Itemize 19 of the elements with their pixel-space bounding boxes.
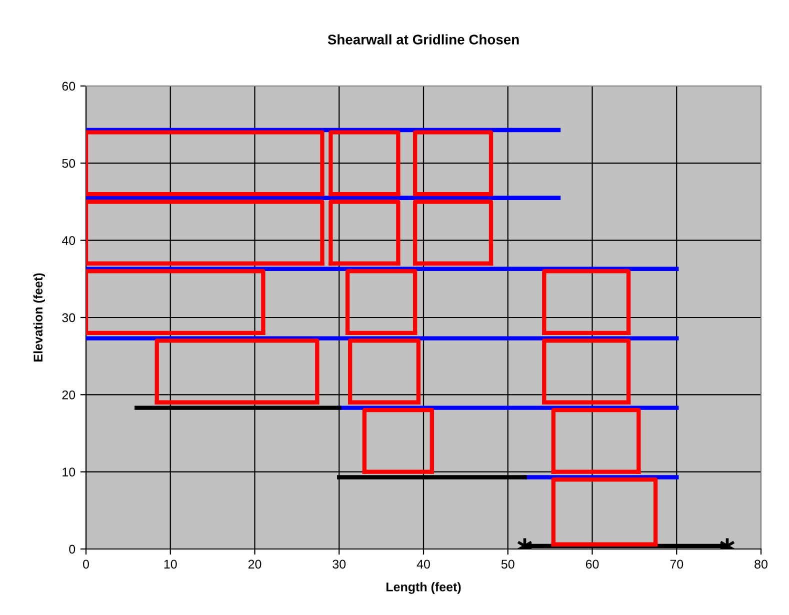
x-tick-label: 0	[83, 560, 89, 569]
x-tick-label: 10	[164, 560, 177, 569]
x-tick-label: 70	[670, 560, 684, 569]
y-axis-title: Elevation (feet)	[33, 273, 46, 362]
y-tick-label: 60	[62, 82, 76, 91]
y-tick-label: 20	[62, 390, 76, 400]
x-tick-label: 40	[416, 560, 430, 569]
x-tick-label: 30	[332, 560, 346, 569]
y-tick-label: 0	[69, 544, 76, 554]
y-tick-label: 50	[62, 158, 76, 168]
x-tick-label: 20	[248, 560, 262, 569]
y-tick-label: 40	[62, 236, 76, 245]
y-tick-label: 30	[62, 313, 76, 322]
x-tick-label: 50	[501, 560, 514, 569]
x-tick-label: 80	[754, 560, 768, 569]
y-tick-label: 10	[62, 468, 76, 476]
x-tick-label: 60	[586, 560, 599, 569]
chart-title: Shearwall at Gridline Chosen	[328, 34, 519, 44]
x-axis-title: Length (feet)	[386, 582, 461, 594]
